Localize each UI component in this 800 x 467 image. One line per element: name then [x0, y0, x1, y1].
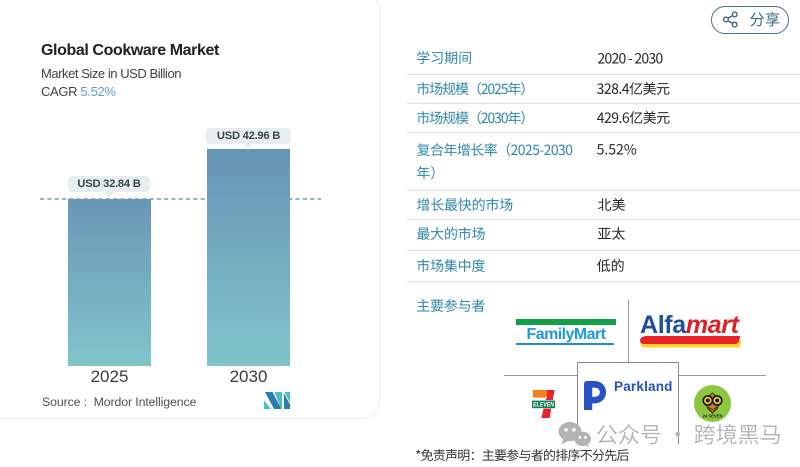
svg-text:24 SEVEN: 24 SEVEN	[702, 414, 722, 419]
svg-text:ELEVEN: ELEVEN	[533, 402, 554, 409]
